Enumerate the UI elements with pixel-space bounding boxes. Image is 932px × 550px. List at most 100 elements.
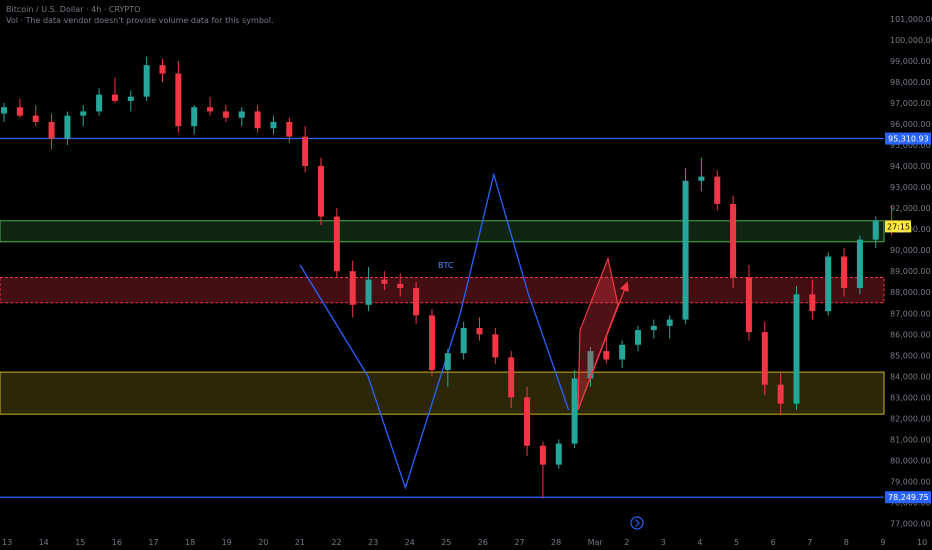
candle [460, 321, 467, 360]
candle [333, 208, 340, 278]
candle-body [1, 107, 7, 114]
x-tick-label: 19 [222, 538, 232, 547]
x-tick-label: 9 [880, 538, 885, 547]
y-tick-label: 92,000.00 [890, 204, 931, 213]
candle [698, 157, 705, 192]
candle-body [650, 325, 657, 331]
candle-body [603, 351, 610, 360]
x-tick-label: 5 [734, 538, 739, 547]
candle [143, 56, 150, 101]
candle [413, 281, 420, 324]
candle [714, 170, 721, 211]
pattern-label: BTC [438, 261, 454, 270]
candle-body [302, 136, 309, 167]
candle [603, 336, 610, 364]
candle [127, 90, 134, 112]
candle [428, 309, 435, 377]
candle [96, 88, 103, 116]
candle-body [872, 220, 879, 240]
candle-body [127, 96, 134, 101]
candle-body [333, 216, 340, 272]
y-tick-label: 89,000.00 [890, 267, 931, 276]
x-tick-label: 16 [112, 538, 122, 547]
candle [16, 98, 23, 118]
y-tick-label: 85,000.00 [890, 351, 931, 360]
y-tick-label: 94,000.00 [890, 162, 931, 171]
candle [238, 107, 245, 127]
yellow-zone [0, 371, 885, 415]
candle [619, 340, 626, 368]
candle [397, 273, 404, 297]
candle-body [492, 334, 499, 358]
candle [856, 235, 863, 295]
candle [809, 279, 816, 320]
candle-body [80, 111, 87, 116]
candle [666, 315, 673, 339]
candle [32, 105, 39, 127]
candle-body [222, 111, 229, 118]
x-tick-label: 6 [771, 538, 776, 547]
candle-body [143, 65, 150, 97]
arrow-shaft [577, 281, 629, 411]
candle [80, 105, 87, 127]
candle-body [635, 330, 641, 345]
candle-body [777, 384, 784, 404]
current-price-tag-bg [885, 220, 911, 233]
x-tick-label: 23 [368, 538, 378, 547]
candle [872, 216, 879, 249]
x-tick-label: 20 [258, 538, 268, 547]
x-tick-label: Mar [588, 538, 604, 547]
y-tick-label: 86,000.00 [890, 330, 931, 339]
candle-body [793, 294, 800, 404]
candle [318, 157, 324, 225]
candle [508, 351, 515, 408]
price-tag-text: 78,249.75 [888, 493, 929, 502]
candle [571, 370, 578, 448]
candle-body [571, 378, 578, 444]
x-tick-label: 4 [697, 538, 702, 547]
candle [841, 248, 848, 297]
candle [381, 271, 388, 291]
candle-body [460, 327, 467, 354]
candle [365, 267, 372, 312]
candle [270, 115, 277, 135]
candle-body [270, 121, 277, 129]
price-tag-text: 95,310.93 [888, 135, 929, 144]
x-tick-label: 28 [551, 538, 561, 547]
candle-body [730, 203, 737, 278]
y-tick-label: 100,000.00 [890, 36, 932, 45]
candle-body [175, 73, 182, 127]
candle [159, 58, 166, 82]
x-tick-label: 14 [39, 538, 49, 547]
candle [761, 321, 768, 396]
candle-body [428, 315, 435, 371]
x-tick-label: 13 [2, 538, 12, 547]
x-tick-label: 17 [148, 538, 158, 547]
candle [825, 252, 832, 316]
x-tick-label: 25 [441, 538, 451, 547]
current-price-tag-text: 27:15 [887, 222, 910, 231]
current-price-tag: 27:15 [885, 220, 911, 233]
candle-body [809, 294, 816, 312]
candle-body [508, 357, 515, 398]
candle [302, 126, 309, 173]
candle-body [698, 176, 705, 181]
x-tick-label: 21 [295, 538, 305, 547]
candle-body [682, 180, 689, 320]
x-tick-label: 10 [917, 538, 927, 547]
y-tick-label: 96,000.00 [890, 120, 931, 129]
price-tag-bg [885, 491, 931, 504]
x-tick-label: 3 [661, 538, 666, 547]
candle [1, 103, 7, 122]
y-tick-label: 99,000.00 [890, 57, 931, 66]
y-tick-label: 83,000.00 [890, 393, 931, 402]
candle [207, 96, 214, 116]
x-tick-label: 8 [844, 538, 849, 547]
y-tick-label: 98,000.00 [890, 78, 931, 87]
candle-body [191, 107, 198, 127]
y-tick-label: 84,000.00 [890, 372, 931, 381]
candle [587, 346, 594, 387]
replay-icon[interactable] [630, 516, 644, 530]
candle [111, 77, 118, 104]
